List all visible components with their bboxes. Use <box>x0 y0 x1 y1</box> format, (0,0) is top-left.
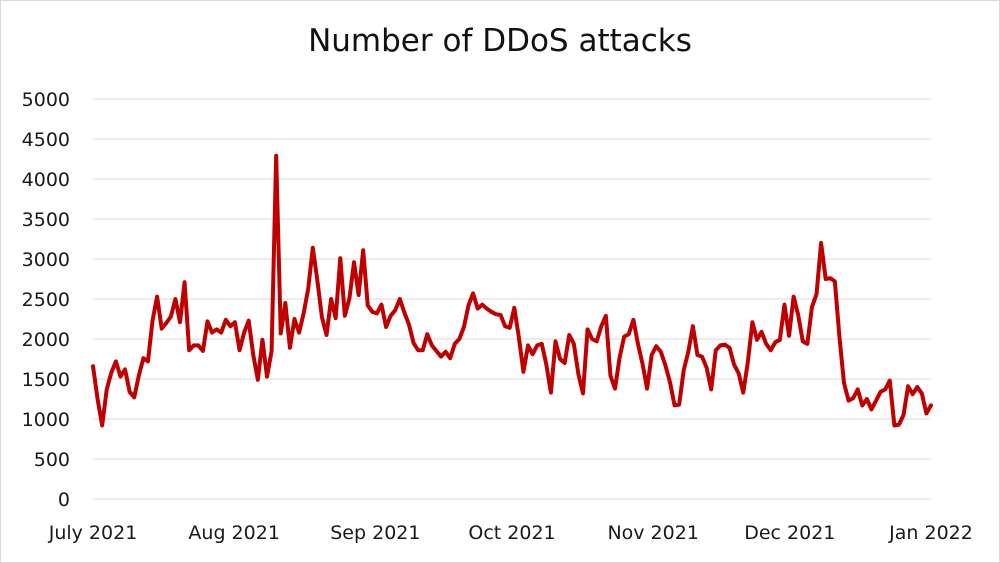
gridlines <box>93 98 931 500</box>
x-tick-label: Dec 2021 <box>744 522 835 544</box>
y-tick-label: 4500 <box>22 129 70 151</box>
y-tick-label: 4000 <box>22 169 70 191</box>
series-group <box>91 153 933 428</box>
y-tick-label: 3500 <box>22 209 70 231</box>
x-tick-label: July 2021 <box>48 522 138 544</box>
x-tick-label: Oct 2021 <box>468 522 555 544</box>
y-tick-label: 0 <box>58 489 70 511</box>
y-tick-label: 2000 <box>22 329 70 351</box>
y-axis-ticks: 0 500 1000 1500 2000 2500 3000 3500 4000 4500 5000 <box>22 89 70 511</box>
chart-title: Number of DDoS attacks <box>308 23 692 59</box>
y-tick-label: 5000 <box>22 89 70 111</box>
y-tick-label: 1000 <box>22 409 70 431</box>
y-tick-label: 500 <box>34 449 70 471</box>
x-tick-label: Aug 2021 <box>188 522 280 544</box>
y-tick-label: 2500 <box>22 289 70 311</box>
x-tick-label: Nov 2021 <box>607 522 698 544</box>
series-line <box>91 153 933 428</box>
x-axis-ticks: July 2021 Aug 2021 Sep 2021 Oct 2021 Nov 202… <box>48 522 973 544</box>
y-tick-label: 1500 <box>22 369 70 391</box>
x-tick-label: Sep 2021 <box>330 522 420 544</box>
y-tick-label: 3000 <box>22 249 70 271</box>
x-tick-label: Jan 2022 <box>888 522 973 544</box>
